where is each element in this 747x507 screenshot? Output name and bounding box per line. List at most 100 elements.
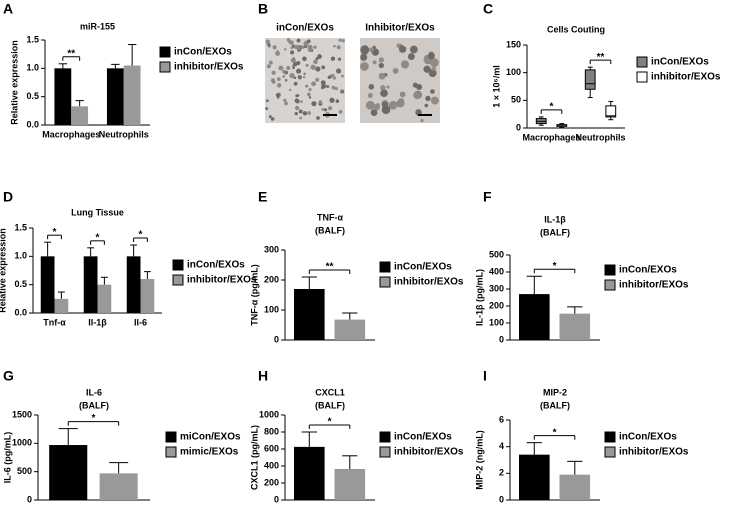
significance: *: [91, 413, 95, 424]
y-tick-label: 0: [516, 122, 521, 132]
cell: [423, 65, 431, 73]
y-axis-label: Relative expression: [0, 228, 7, 313]
cell: [337, 57, 342, 61]
significance: *: [53, 227, 57, 238]
y-tick-label: 400: [489, 266, 504, 276]
cell: [311, 81, 317, 87]
bar: [83, 256, 98, 313]
y-axis-label: IL-1β (pg/mL): [474, 269, 484, 326]
significance: *: [96, 232, 100, 243]
cell: [310, 64, 316, 70]
cell: [268, 115, 272, 119]
chart-subtitle: (BALF): [315, 400, 345, 410]
chart-subtitle: (BALF): [315, 225, 345, 235]
cell: [311, 101, 317, 107]
y-axis-label: CXCL1 (pg/mL): [249, 425, 259, 490]
cell: [323, 108, 328, 112]
bar: [559, 474, 591, 500]
y-tick-label: 200: [264, 274, 279, 284]
significance: *: [328, 417, 332, 428]
cell: [340, 89, 344, 92]
cell: [289, 72, 295, 79]
cell: [378, 62, 384, 69]
cell: [336, 45, 341, 50]
cell: [275, 93, 281, 98]
significance: **: [67, 48, 75, 59]
y-tick-label: 100: [489, 317, 504, 327]
y-tick-label: 1.0: [14, 251, 27, 261]
y-tick-label: 0.0: [26, 119, 39, 129]
cell: [315, 66, 321, 72]
x-tick-label: Macrophages: [42, 129, 100, 139]
y-tick-label: 400: [264, 460, 279, 470]
cell: [334, 86, 338, 91]
panel-letter: G: [3, 368, 14, 384]
cell: [373, 104, 380, 111]
cell: [382, 90, 387, 94]
cell: [265, 107, 269, 110]
legend-label: inCon/EXOs: [187, 260, 245, 271]
cell: [336, 68, 342, 74]
y-tick-label: 4: [499, 441, 504, 451]
cell: [284, 48, 287, 51]
legend-label: inhibitor/EXOs: [174, 62, 244, 73]
cell: [289, 88, 292, 92]
chart-subtitle: (BALF): [540, 400, 570, 410]
cell: [431, 66, 436, 72]
cell: [268, 60, 273, 65]
legend-swatch: [165, 446, 177, 458]
x-tick-label: Macrophages: [522, 132, 580, 142]
legend-swatch: [604, 431, 616, 443]
bar: [519, 454, 550, 500]
legend-swatch: [604, 446, 616, 458]
y-tick-label: 200: [489, 300, 504, 310]
legend-label: inhibitor/EXOs: [619, 447, 689, 458]
y-tick-label: 300: [264, 244, 279, 254]
y-tick-label: 0: [499, 334, 504, 344]
panel-letter: A: [3, 1, 13, 17]
cell: [271, 80, 276, 84]
bar: [294, 446, 325, 500]
panel-letter: D: [3, 189, 13, 205]
significance: **: [326, 262, 334, 273]
cell: [331, 85, 336, 90]
cell: [284, 101, 288, 106]
y-tick-label: 50: [511, 95, 521, 105]
y-tick-label: 300: [489, 283, 504, 293]
chart-subtitle: (BALF): [79, 400, 109, 410]
cell: [412, 82, 418, 88]
y-tick-label: 1.5: [26, 34, 39, 44]
cell: [294, 45, 299, 50]
significance: *: [139, 230, 143, 241]
cell: [367, 92, 373, 98]
cell: [301, 45, 305, 49]
legend-swatch: [379, 431, 391, 443]
cell: [282, 75, 286, 78]
cell: [289, 40, 294, 45]
cell: [340, 74, 344, 78]
cell: [413, 91, 421, 100]
cell: [318, 100, 323, 104]
cell: [313, 45, 317, 49]
legend-label: inCon/EXOs: [394, 262, 452, 273]
cell: [328, 106, 333, 111]
y-tick-label: 500: [489, 249, 504, 259]
cell: [272, 45, 277, 50]
y-tick-label: 600: [264, 443, 279, 453]
bar: [71, 106, 89, 125]
y-axis-label: MIP-2 (ng/mL): [474, 430, 484, 490]
cell: [305, 63, 309, 67]
cell: [294, 112, 298, 116]
cell: [300, 100, 303, 104]
cell: [278, 65, 284, 71]
cell: [276, 77, 281, 82]
chart-title: IL-6: [86, 387, 102, 397]
box: [584, 69, 596, 90]
bar: [123, 65, 141, 125]
legend-swatch: [172, 259, 184, 271]
cell: [381, 101, 389, 109]
y-tick-label: 2: [499, 468, 504, 478]
cell: [294, 98, 299, 103]
cell: [341, 39, 345, 43]
cell: [427, 52, 435, 60]
